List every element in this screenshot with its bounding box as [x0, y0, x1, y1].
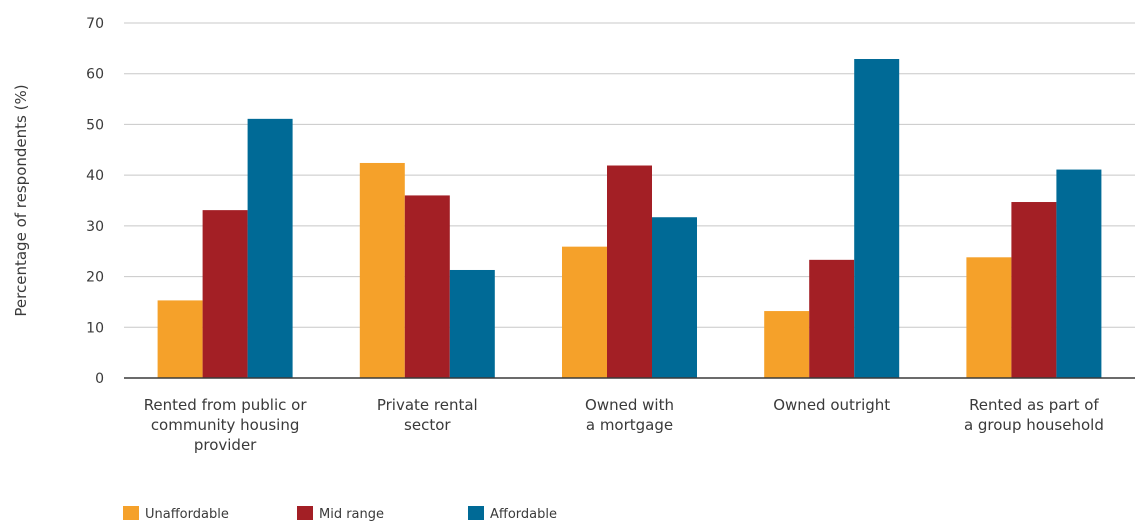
- x-category-label-line: sector: [404, 416, 451, 434]
- x-category-label-line: a group household: [964, 416, 1104, 434]
- x-category-label: Owned outright: [773, 396, 890, 414]
- bar-unaffordable: [764, 311, 810, 378]
- x-category-label-line: Owned outright: [773, 396, 890, 414]
- bar-mid-range: [809, 259, 855, 378]
- legend-swatch: [123, 506, 139, 520]
- y-tick-label: 20: [86, 270, 104, 286]
- y-tick-label: 50: [86, 117, 104, 133]
- bar-mid-range: [202, 210, 248, 378]
- x-category-label-line: Private rental: [377, 396, 478, 414]
- bar-affordable: [247, 118, 293, 378]
- bar-mid-range: [607, 165, 652, 378]
- bar-unaffordable: [359, 162, 405, 378]
- y-tick-label: 30: [86, 219, 104, 235]
- legend-label: Affordable: [490, 507, 557, 522]
- x-category-label-line: a mortgage: [586, 416, 673, 434]
- bar-unaffordable: [966, 257, 1012, 378]
- bar-mid-range: [404, 195, 450, 378]
- x-category-label: Owned with a mortgage: [585, 396, 674, 434]
- y-tick-label: 40: [86, 168, 104, 184]
- legend: Unaffordable Mid range Affordable: [123, 506, 557, 522]
- bar-affordable: [449, 269, 495, 378]
- bar-unaffordable: [562, 246, 607, 378]
- axis-layer: 0 10 20 30 40 50 60 70: [86, 16, 1135, 387]
- x-category-label: Rented from public or community housing pr…: [144, 396, 308, 454]
- x-category-label-line: provider: [194, 436, 257, 454]
- x-category-label: Rented as part of a group household: [964, 396, 1104, 434]
- y-tick-label: 70: [86, 16, 104, 32]
- label-layer: Rented from public or community housing pr…: [12, 84, 1104, 454]
- x-category-label: Private rental sector: [377, 396, 478, 434]
- y-axis-title: Percentage of respondents (%): [12, 84, 30, 316]
- x-category-label-line: Owned with: [585, 396, 674, 414]
- y-tick-label: 60: [86, 67, 104, 83]
- bar-layer: [157, 59, 1102, 378]
- x-category-label-line: community housing: [151, 416, 300, 434]
- legend-swatch: [468, 506, 484, 520]
- y-tick-label: 10: [86, 320, 104, 336]
- legend-label: Mid range: [319, 507, 384, 522]
- x-category-label-line: Rented from public or: [144, 396, 308, 414]
- bar-mid-range: [1011, 202, 1057, 378]
- x-category-label-line: Rented as part of: [969, 396, 1099, 414]
- bar-affordable: [854, 59, 900, 378]
- legend-swatch: [297, 506, 313, 520]
- bar-affordable: [1056, 169, 1102, 378]
- y-tick-label: 0: [95, 371, 104, 387]
- bar-affordable: [652, 217, 697, 378]
- bar-unaffordable: [157, 300, 203, 378]
- legend-label: Unaffordable: [145, 507, 229, 522]
